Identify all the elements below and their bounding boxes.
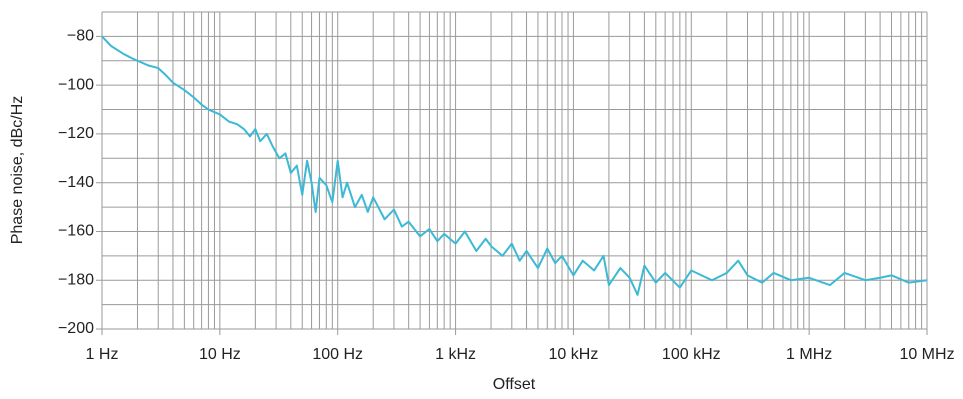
- y-tick-label: −140: [58, 174, 94, 191]
- x-tick-label: 1 MHz: [786, 346, 832, 363]
- y-tick-label: −120: [58, 125, 94, 142]
- x-axis-label: Offset: [493, 376, 536, 393]
- y-tick-label: −180: [58, 271, 94, 288]
- y-tick-label: −80: [67, 28, 94, 45]
- x-tick-label: 100 Hz: [312, 346, 363, 363]
- x-tick-label: 10 kHz: [549, 346, 599, 363]
- y-tick-label: −100: [58, 76, 94, 93]
- x-tick-label: 100 kHz: [662, 346, 721, 363]
- y-tick-label: −160: [58, 223, 94, 240]
- x-tick-label: 1 kHz: [435, 346, 476, 363]
- x-tick-label: 10 MHz: [899, 346, 954, 363]
- x-tick-label: 10 Hz: [199, 346, 241, 363]
- x-tick-label: 1 Hz: [86, 346, 119, 363]
- data-line: [101, 35, 928, 296]
- y-axis-label: Phase noise, dBc/Hz: [9, 96, 26, 245]
- y-tick-label: −200: [58, 320, 94, 337]
